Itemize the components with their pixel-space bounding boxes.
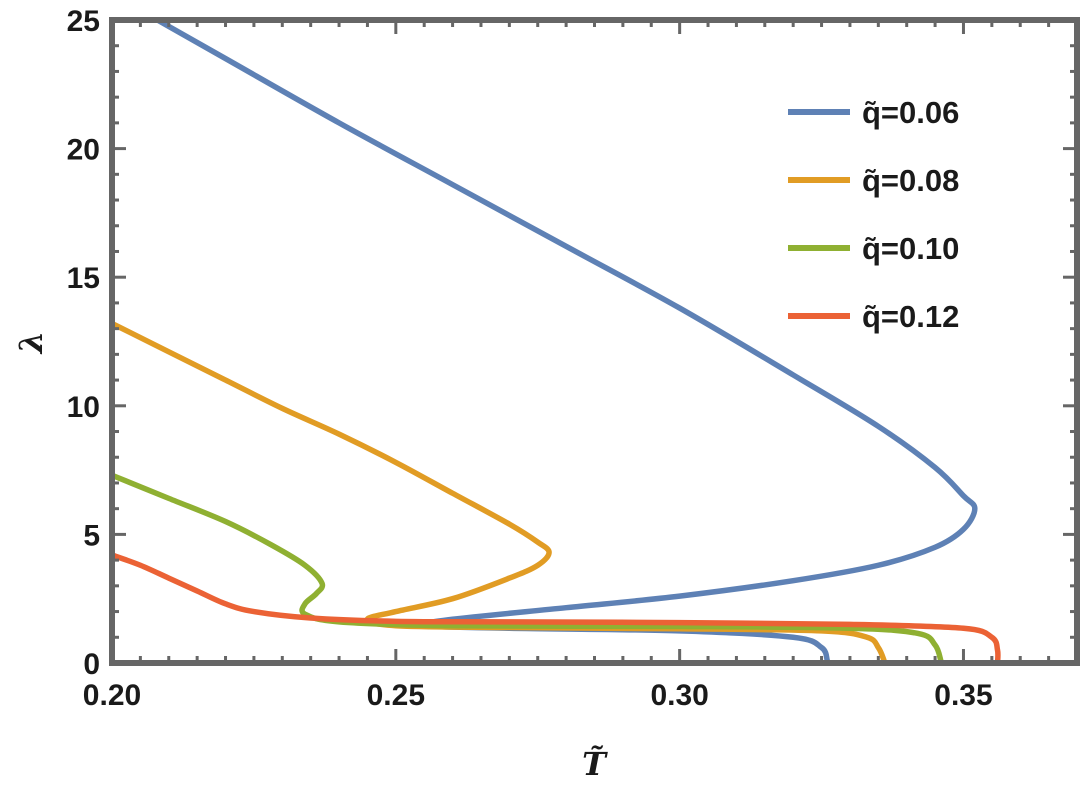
y-tick-label: 5 xyxy=(83,519,100,552)
x-axis-label: T̃ xyxy=(582,745,608,783)
legend-label: q̃=0.10 xyxy=(862,231,959,266)
legend: q̃=0.06 q̃=0.08 q̃=0.10 q̃=0.12 xyxy=(788,95,959,334)
y-tick-label: 25 xyxy=(67,5,100,38)
legend-label: q̃=0.12 xyxy=(862,299,959,334)
y-tick-label: 20 xyxy=(67,134,100,167)
x-tick-label: 0.35 xyxy=(934,679,992,712)
series-line-2 xyxy=(112,320,888,663)
y-tick-label: 10 xyxy=(67,391,100,424)
tick-labels: 0.20 0.25 0.30 0.35 0 5 10 15 20 25 xyxy=(67,5,993,712)
series-curves xyxy=(112,20,1001,663)
x-tick-label: 0.25 xyxy=(367,679,425,712)
plot-frame xyxy=(109,17,1080,666)
series-line-4 xyxy=(112,552,1001,663)
legend-label: q̃=0.08 xyxy=(862,163,959,198)
legend-label: q̃=0.06 xyxy=(862,95,959,130)
x-tick-label: 0.30 xyxy=(650,679,708,712)
y-tick-label: 0 xyxy=(83,648,100,681)
y-tick-label: 15 xyxy=(67,262,100,295)
y-axis-label: λ xyxy=(12,331,50,355)
x-tick-label: 0.20 xyxy=(83,679,141,712)
